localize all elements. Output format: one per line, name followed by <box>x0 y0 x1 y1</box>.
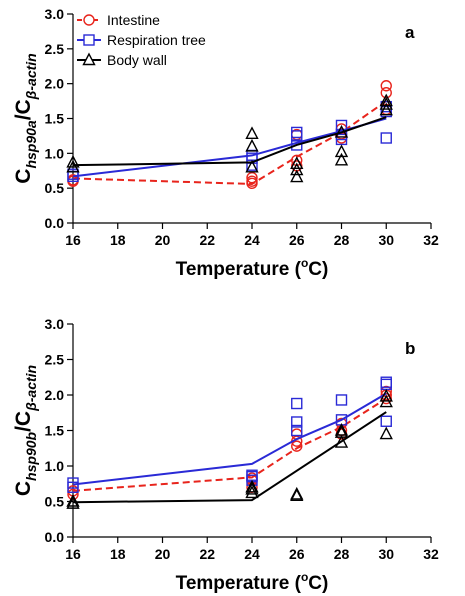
series-line-respiration-tree <box>72 117 387 178</box>
y-tick-label: 0.0 <box>45 529 65 545</box>
data-point-respiration-tree <box>291 126 303 139</box>
x-tick-label: 24 <box>244 546 260 562</box>
x-tick-label: 16 <box>65 232 81 248</box>
y-tick-label: 2.5 <box>45 352 65 368</box>
data-point-body-wall <box>245 126 259 140</box>
data-point-intestine <box>246 175 258 187</box>
y-axis-label: Chsp90a/Cβ-actin <box>12 53 39 183</box>
panel-label: a <box>405 23 415 42</box>
data-point-body-wall <box>379 426 393 440</box>
y-tick-label: 1.5 <box>45 423 65 439</box>
y-tick-label: 0.0 <box>45 215 65 231</box>
y-tick-label: 3.0 <box>45 316 65 332</box>
chart-panel-b: 0.0 0.5 1.0 1.5 2.0 2.5 3.0 16 18 20 22 24 26 28 30 32 T… <box>12 316 439 594</box>
data-point-intestine <box>380 80 392 92</box>
series-line-respiration-tree <box>72 392 387 486</box>
legend-label-intestine: Intestine <box>107 12 160 28</box>
legend-marker-intestine <box>83 14 95 26</box>
x-axis-label: Temperature (oC) <box>176 570 329 594</box>
x-tick-label: 26 <box>289 546 305 562</box>
y-tick-label: 2.0 <box>45 76 65 92</box>
data-point-respiration-tree <box>67 168 79 180</box>
legend-marker-body-wall <box>82 52 96 66</box>
data-point-intestine <box>67 488 79 501</box>
data-point-body-wall <box>290 156 304 169</box>
x-tick-label: 28 <box>334 232 350 248</box>
data-point-intestine <box>291 440 303 452</box>
chart-panel-a: 0.0 0.5 1.0 1.5 2.0 2.5 3.0 16 18 20 22 24 26 28 30 32 T… <box>12 6 439 280</box>
data-point-respiration-tree <box>380 132 392 144</box>
data-point-respiration-tree <box>380 415 392 427</box>
data-point-body-wall <box>66 154 80 168</box>
x-tick-label: 24 <box>244 232 260 248</box>
y-tick-label: 2.0 <box>45 387 65 403</box>
x-tick-label: 20 <box>155 546 171 562</box>
x-tick-label: 20 <box>155 232 171 248</box>
x-tick-label: 22 <box>199 546 215 562</box>
y-tick-label: 3.0 <box>45 6 65 22</box>
x-tick-label: 18 <box>110 546 126 562</box>
data-point-respiration-tree <box>380 376 392 388</box>
legend-label-body-wall: Body wall <box>107 52 167 68</box>
series-line-body-wall <box>72 116 387 167</box>
data-point-body-wall <box>290 169 304 183</box>
data-point-respiration-tree <box>335 394 348 406</box>
data-point-body-wall <box>245 138 259 152</box>
y-tick-label: 1.0 <box>45 458 65 474</box>
data-point-body-wall <box>334 422 349 436</box>
x-tick-label: 18 <box>110 232 126 248</box>
data-point-body-wall <box>245 481 259 495</box>
data-point-body-wall <box>334 435 349 448</box>
y-tick-label: 1.0 <box>45 145 65 161</box>
data-point-respiration-tree <box>291 424 303 437</box>
data-point-body-wall <box>245 479 259 493</box>
panel-label: b <box>405 339 415 358</box>
data-point-intestine <box>246 172 258 184</box>
y-tick-label: 0.5 <box>45 494 65 510</box>
data-point-body-wall <box>66 493 80 507</box>
y-tick-label: 2.5 <box>45 41 65 57</box>
y-axis-label: Chsp90b/Cβ-actin <box>12 365 39 496</box>
data-point-body-wall <box>379 388 393 402</box>
x-tick-label: 30 <box>378 546 394 562</box>
y-tick-label: 0.5 <box>45 180 65 196</box>
x-tick-label: 16 <box>65 546 81 562</box>
x-axis-label: Temperature (oC) <box>176 256 329 280</box>
x-tick-label: 26 <box>289 232 305 248</box>
legend-marker-respiration-tree <box>83 34 95 46</box>
series-line-intestine <box>72 397 387 492</box>
x-tick-label: 28 <box>334 546 350 562</box>
x-tick-label: 30 <box>378 232 394 248</box>
data-point-body-wall <box>379 97 393 110</box>
data-point-body-wall <box>334 425 349 438</box>
y-tick-label: 1.5 <box>45 111 65 127</box>
x-tick-label: 22 <box>199 232 215 248</box>
data-point-body-wall <box>290 162 304 176</box>
data-point-body-wall <box>334 152 349 166</box>
data-point-respiration-tree <box>291 397 303 410</box>
series-line-body-wall <box>72 411 387 504</box>
data-point-body-wall <box>290 486 304 500</box>
x-tick-label: 32 <box>423 232 439 248</box>
data-point-body-wall <box>245 159 259 173</box>
data-point-body-wall <box>379 93 393 107</box>
data-point-body-wall <box>334 144 349 158</box>
data-point-respiration-tree <box>291 416 303 428</box>
x-tick-label: 32 <box>423 546 439 562</box>
legend-label-respiration-tree: Respiration tree <box>107 32 206 48</box>
